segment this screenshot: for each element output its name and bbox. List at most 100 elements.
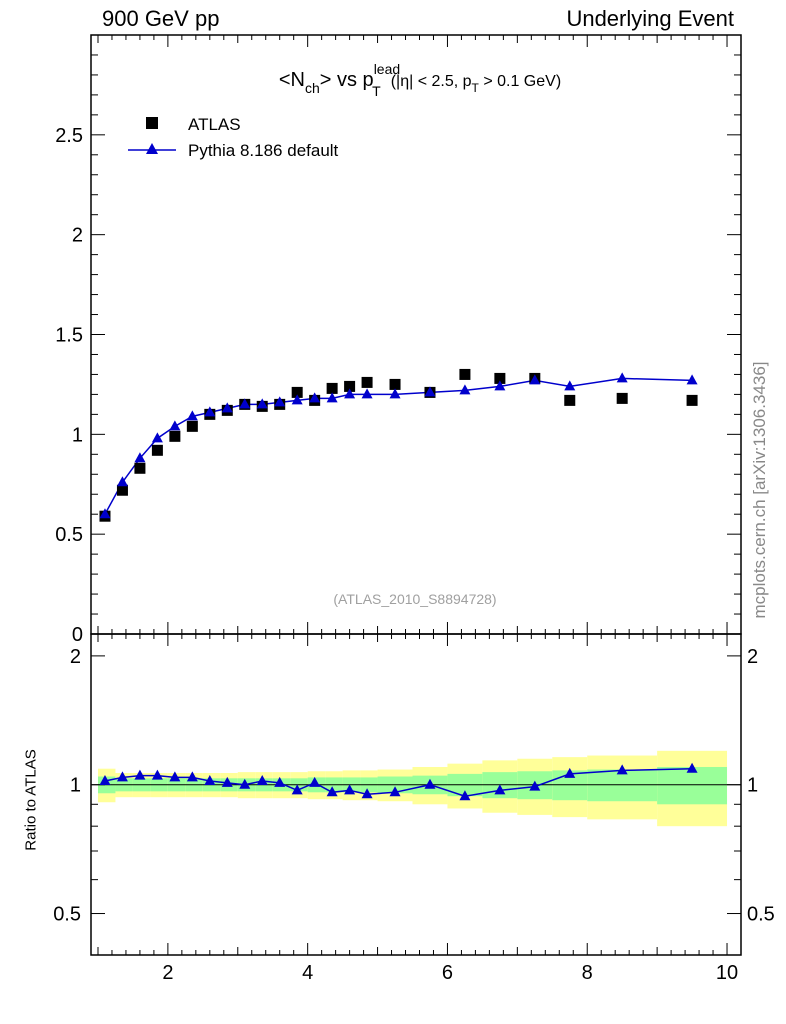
ratio-point xyxy=(564,767,576,778)
atlas-point xyxy=(291,386,303,398)
ratio-point xyxy=(204,775,216,786)
pythia-point xyxy=(686,374,698,385)
pythia-point xyxy=(459,384,471,395)
pythia-point xyxy=(494,380,506,391)
pythia-point xyxy=(564,380,576,391)
pythia-point xyxy=(389,388,401,399)
ratio-y-tick-label-right: 2 xyxy=(747,646,758,668)
header-analysis-label: Underlying Event xyxy=(566,6,734,31)
ratio-point xyxy=(186,771,198,782)
ratio-point xyxy=(344,784,356,795)
atlas-point xyxy=(326,382,338,394)
ratio-point xyxy=(274,776,286,787)
y-tick-label: 2.5 xyxy=(55,125,83,147)
title-nch-sub: ch xyxy=(305,80,320,96)
ratio-point xyxy=(169,771,181,782)
atlas-point xyxy=(686,394,698,406)
x-tick-label: 6 xyxy=(442,962,453,984)
title-cuts-b: > 0.1 GeV) xyxy=(479,73,561,90)
atlas-point xyxy=(459,368,471,380)
atlas-point xyxy=(116,484,128,496)
pythia-point xyxy=(186,410,198,421)
pythia-point xyxy=(529,374,541,385)
ratio-point xyxy=(99,775,111,786)
atlas-point xyxy=(389,378,401,390)
ratio-point xyxy=(616,764,628,775)
y-tick-label: 2 xyxy=(72,225,83,247)
pythia-point xyxy=(221,402,233,413)
ratio-y-tick-label-left: 2 xyxy=(70,646,81,668)
ratio-point xyxy=(424,778,436,789)
x-tick-label: 4 xyxy=(302,962,313,984)
pythia-point xyxy=(256,398,268,409)
ratio-y-tick-label-left: 1 xyxy=(70,775,81,797)
atlas-point xyxy=(564,394,576,406)
atlas-point xyxy=(344,380,356,392)
ratio-point xyxy=(361,788,373,799)
analysis-watermark: (ATLAS_2010_S8894728) xyxy=(333,591,496,607)
title-p-sub: T xyxy=(372,83,381,99)
ratio-point xyxy=(494,784,506,795)
pythia-point xyxy=(424,386,436,397)
pythia-point xyxy=(326,392,338,403)
pythia-point xyxy=(134,452,146,463)
title-nch: <N xyxy=(279,69,305,91)
pythia-line xyxy=(104,377,693,515)
pythia-point xyxy=(99,508,111,519)
ratio-point xyxy=(134,769,146,780)
y-tick-label: 1.5 xyxy=(55,325,83,347)
ratio-y-tick-label-left: 0.5 xyxy=(53,904,81,926)
atlas-point xyxy=(361,376,373,388)
ratio-ylabel-text: Ratio to ATLAS xyxy=(22,749,40,851)
title-p-sup: lead xyxy=(374,61,400,77)
title-vs: > vs p xyxy=(320,69,374,91)
legend-label-atlas: ATLAS xyxy=(188,115,241,134)
atlas-point xyxy=(151,444,163,456)
ratio-point xyxy=(326,786,338,797)
ratio-point xyxy=(151,769,163,780)
pythia-point xyxy=(344,388,356,399)
y-tick-label: 1 xyxy=(72,424,83,446)
pythia-point xyxy=(361,388,373,399)
legend-marker-atlas xyxy=(146,117,158,129)
pythia-point xyxy=(151,432,163,443)
atlas-point xyxy=(134,462,146,474)
ratio-point xyxy=(221,776,233,787)
ratio-point xyxy=(256,775,268,786)
pythia-point xyxy=(116,476,128,487)
pythia-point xyxy=(616,372,628,383)
pythia-point xyxy=(274,396,286,407)
ratio-point xyxy=(459,790,471,801)
ratio-y-tick-label-right: 1 xyxy=(747,775,758,797)
ratio-point xyxy=(116,771,128,782)
y-tick-label: 0 xyxy=(72,624,83,646)
legend-label-pythia: Pythia 8.186 default xyxy=(188,141,339,160)
x-tick-label: 10 xyxy=(716,962,738,984)
title-cuts-a: (|η| < 2.5, p xyxy=(391,73,472,90)
side-credit-text: mcplots.cern.ch [arXiv:1306.3436] xyxy=(750,361,769,619)
ratio-y-tick-label-right: 0.5 xyxy=(747,904,775,926)
x-tick-label: 2 xyxy=(162,962,173,984)
atlas-point xyxy=(616,392,628,404)
pythia-point xyxy=(291,394,303,405)
legend-marker-pythia xyxy=(146,143,158,154)
pythia-point xyxy=(239,398,251,409)
green-band-segment xyxy=(587,769,658,802)
atlas-point xyxy=(494,372,506,384)
ratio-point xyxy=(389,786,401,797)
plot-title: <Nch> vs plead T(|η| < 2.5, pT > 0.1 GeV) xyxy=(279,61,561,99)
legend: ATLAS Pythia 8.186 default xyxy=(128,115,339,160)
atlas-point xyxy=(186,420,198,432)
ratio-point xyxy=(291,784,303,795)
ratio-point xyxy=(686,762,698,773)
green-band-segment xyxy=(657,766,728,805)
lower-plot-frame xyxy=(90,633,742,956)
x-tick-label: 8 xyxy=(582,962,593,984)
title-cuts-sub: T xyxy=(472,81,480,95)
ratio-point xyxy=(309,776,321,787)
pythia-point xyxy=(204,406,216,417)
header-collision-label: 900 GeV pp xyxy=(102,6,220,31)
y-tick-label: 0.5 xyxy=(55,524,83,546)
ratio-point xyxy=(239,778,251,789)
pythia-point xyxy=(309,392,321,403)
